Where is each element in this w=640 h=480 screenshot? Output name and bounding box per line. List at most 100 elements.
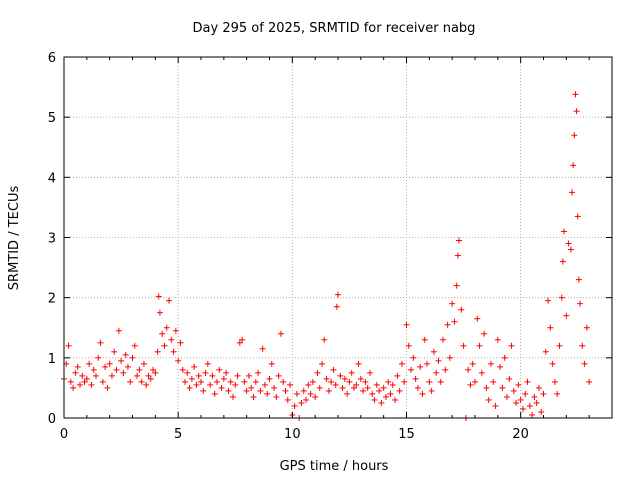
data-point <box>357 375 364 382</box>
data-point <box>177 339 184 346</box>
data-point <box>241 378 248 385</box>
data-point <box>106 360 113 367</box>
data-point <box>321 336 328 343</box>
data-point <box>234 372 241 379</box>
data-point <box>366 369 373 376</box>
data-point <box>186 384 193 391</box>
data-point <box>319 360 326 367</box>
data-point <box>341 375 348 382</box>
data-point <box>232 381 239 388</box>
data-point <box>449 300 456 307</box>
x-tick-label: 5 <box>174 427 182 442</box>
data-point <box>118 357 125 364</box>
data-point <box>293 390 300 397</box>
data-point <box>264 390 271 397</box>
data-point <box>524 378 531 385</box>
data-point <box>561 228 568 235</box>
data-point <box>204 360 211 367</box>
data-point <box>396 387 403 394</box>
data-point <box>444 321 451 328</box>
data-point <box>551 378 558 385</box>
data-point <box>83 375 90 382</box>
data-point <box>159 330 166 337</box>
data-point <box>533 399 540 406</box>
data-point <box>519 405 526 412</box>
data-point <box>440 336 447 343</box>
data-point <box>184 369 191 376</box>
data-point <box>239 336 246 343</box>
data-point <box>287 381 294 388</box>
data-point <box>373 381 380 388</box>
data-point <box>515 381 522 388</box>
data-point <box>398 360 405 367</box>
data-point <box>218 384 225 391</box>
data-point <box>136 366 143 373</box>
data-point <box>108 372 115 379</box>
data-point <box>387 390 394 397</box>
data-point <box>307 390 314 397</box>
data-point <box>451 318 458 325</box>
data-point <box>549 360 556 367</box>
data-point <box>140 360 147 367</box>
data-point <box>277 330 284 337</box>
data-point <box>155 293 162 300</box>
data-point <box>70 384 77 391</box>
data-point <box>558 294 565 301</box>
data-point <box>332 381 339 388</box>
data-point <box>305 381 312 388</box>
data-point <box>280 378 287 385</box>
data-point <box>333 303 340 310</box>
data-point <box>472 378 478 385</box>
grid-lines <box>64 57 612 418</box>
data-point <box>225 387 232 394</box>
data-point <box>487 360 494 367</box>
data-point <box>252 378 259 385</box>
data-point <box>412 375 419 382</box>
data-point <box>371 396 378 403</box>
data-point <box>508 342 515 349</box>
data-point <box>567 246 574 253</box>
data-point <box>583 324 590 331</box>
data-point <box>380 384 387 391</box>
data-point <box>481 330 488 337</box>
data-point <box>245 372 252 379</box>
data-point <box>535 384 542 391</box>
data-point <box>565 240 572 247</box>
data-point <box>79 372 86 379</box>
x-tick-label: 15 <box>398 427 415 442</box>
data-point <box>453 282 460 289</box>
data-point <box>579 342 586 349</box>
data-point <box>540 390 547 397</box>
data-point <box>284 396 291 403</box>
data-point <box>309 378 316 385</box>
data-point <box>138 378 145 385</box>
data-point <box>172 327 179 334</box>
data-point <box>198 378 204 385</box>
data-point <box>573 108 580 115</box>
data-point <box>428 387 435 394</box>
data-point <box>385 378 392 385</box>
data-point <box>510 387 517 394</box>
data-point <box>465 366 472 373</box>
data-point <box>442 366 449 373</box>
y-tick-label: 1 <box>48 352 56 367</box>
data-point <box>300 387 307 394</box>
data-point <box>376 387 383 394</box>
data-point <box>478 369 485 376</box>
data-point <box>554 390 561 397</box>
data-point <box>517 396 524 403</box>
data-point <box>410 354 417 361</box>
data-point <box>236 339 243 346</box>
data-point <box>417 363 424 370</box>
data-point <box>314 369 321 376</box>
data-point <box>323 375 330 382</box>
data-point <box>547 324 554 331</box>
data-point <box>526 402 533 409</box>
data-point <box>282 387 289 394</box>
data-point <box>335 291 341 298</box>
data-point <box>353 381 360 388</box>
data-point <box>499 384 506 391</box>
data-point <box>182 378 189 385</box>
y-axis-title: SRMTID / TECUs <box>7 186 22 291</box>
data-point <box>460 342 467 349</box>
